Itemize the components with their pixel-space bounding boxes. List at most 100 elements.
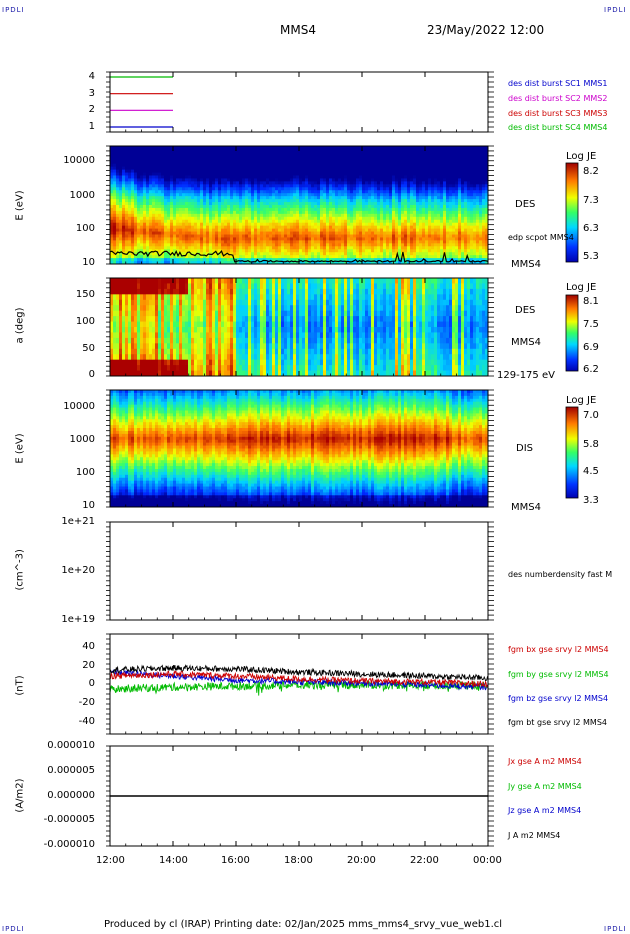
spectrogram-cell <box>404 225 408 230</box>
spectrogram-cell <box>191 222 195 227</box>
spectrogram-cell <box>257 228 261 233</box>
spectrogram-cell <box>134 207 138 212</box>
spectrogram-cell <box>410 146 414 150</box>
spectrogram-cell <box>335 219 339 224</box>
spectrogram-cell <box>215 228 219 233</box>
spectrogram-cell <box>386 205 390 209</box>
spectrogram-cell <box>275 160 279 165</box>
spectrogram-cell <box>263 225 267 230</box>
spectrogram-cell <box>329 255 333 259</box>
spectrogram-cell <box>416 196 420 200</box>
spectrogram-cell <box>233 151 237 156</box>
spectrogram-cell <box>224 178 228 182</box>
spectrogram-cell <box>380 231 384 236</box>
spectrogram-cell <box>290 225 294 230</box>
spectrogram-cell <box>449 169 453 174</box>
spectrogram-cell <box>206 196 210 200</box>
spectrogram-cell <box>482 202 486 206</box>
spectrogram-cell <box>275 255 279 259</box>
spectrogram-cell <box>293 249 297 253</box>
spectrogram-cell <box>248 187 252 191</box>
spectrogram-cell <box>143 181 147 185</box>
spectrogram-cell <box>320 196 324 200</box>
spectrogram-cell <box>317 196 321 200</box>
spectrogram-cell <box>293 190 297 194</box>
spectrogram-cell <box>353 240 357 244</box>
spectrogram-cell <box>290 154 294 159</box>
spectrogram-cell <box>410 148 414 153</box>
spectrogram-cell <box>356 163 360 168</box>
spectrogram-cell <box>203 246 207 250</box>
spectrogram-cell <box>167 202 171 206</box>
spectrogram-cell <box>347 216 351 221</box>
spectrogram-cell <box>122 219 126 224</box>
spectrogram-cell <box>431 148 435 153</box>
spectrogram-cell <box>470 166 474 171</box>
spectrogram-cell <box>137 148 141 153</box>
spectrogram-cell <box>182 252 186 256</box>
spectrogram-cell <box>185 196 189 200</box>
spectrogram-cell <box>473 178 477 182</box>
spectrogram-cell <box>176 181 180 185</box>
spectrogram-cell <box>386 190 390 194</box>
spectrogram-cell <box>161 231 165 236</box>
spectrogram-cell <box>329 163 333 168</box>
spectrogram-cell <box>257 243 261 247</box>
spectrogram-cell <box>398 157 402 162</box>
spectrogram-cell <box>404 205 408 209</box>
spectrogram-cell <box>377 216 381 221</box>
spectrogram-cell <box>227 163 231 168</box>
spectrogram-cell <box>353 228 357 233</box>
spectrogram-cell <box>149 234 153 239</box>
spectrogram-cell <box>188 184 192 188</box>
spectrogram-cell <box>323 163 327 168</box>
spectrogram-cell <box>173 219 177 224</box>
spectrogram-cell <box>302 252 306 256</box>
spectrogram-cell <box>317 240 321 244</box>
spectrogram-cell <box>206 187 210 191</box>
spectrogram-cell <box>290 228 294 233</box>
spectrogram-cell <box>344 175 348 180</box>
spectrogram-cell <box>302 172 306 177</box>
spectrogram-cell <box>137 184 141 188</box>
spectrogram-cell <box>272 175 276 180</box>
spectrogram-cell <box>374 163 378 168</box>
spectrogram-cell <box>266 199 270 203</box>
spectrogram-cell <box>419 237 423 241</box>
spectrogram-cell <box>149 172 153 177</box>
spectrogram-cell <box>461 157 465 162</box>
spectrogram-cell <box>386 258 390 262</box>
spectrogram-cell <box>212 187 216 191</box>
spectrogram-cell <box>425 187 429 191</box>
spectrogram-cell <box>317 166 321 171</box>
spectrogram-cell <box>461 196 465 200</box>
spectrogram-cell <box>377 255 381 259</box>
spectrogram-cell <box>137 261 141 264</box>
spectrogram-cell <box>419 187 423 191</box>
spectrogram-cell <box>221 243 225 247</box>
spectrogram-cell <box>398 196 402 200</box>
spectrogram-cell <box>320 255 324 259</box>
spectrogram-cell <box>131 228 135 233</box>
spectrogram-cell <box>200 178 204 182</box>
spectrogram-cell <box>419 148 423 153</box>
spectrogram-cell <box>449 237 453 241</box>
spectrogram-cell <box>194 190 198 194</box>
spectrogram-cell <box>200 231 204 236</box>
spectrogram-cell <box>293 175 297 180</box>
spectrogram-cell <box>323 172 327 177</box>
spectrogram-cell <box>266 172 270 177</box>
spectrogram-cell <box>245 151 249 156</box>
spectrogram-cell <box>416 222 420 227</box>
spectrogram-cell <box>245 169 249 174</box>
spectrogram-cell <box>329 166 333 171</box>
spectrogram-cell <box>374 175 378 180</box>
spectrogram-cell <box>143 187 147 191</box>
spectrogram-cell <box>302 190 306 194</box>
spectrogram-cell <box>200 166 204 171</box>
spectrogram-cell <box>293 237 297 241</box>
spectrogram-cell <box>395 243 399 247</box>
spectrogram-cell <box>272 225 276 230</box>
spectrogram-cell <box>173 181 177 185</box>
spectrogram-cell <box>194 228 198 233</box>
